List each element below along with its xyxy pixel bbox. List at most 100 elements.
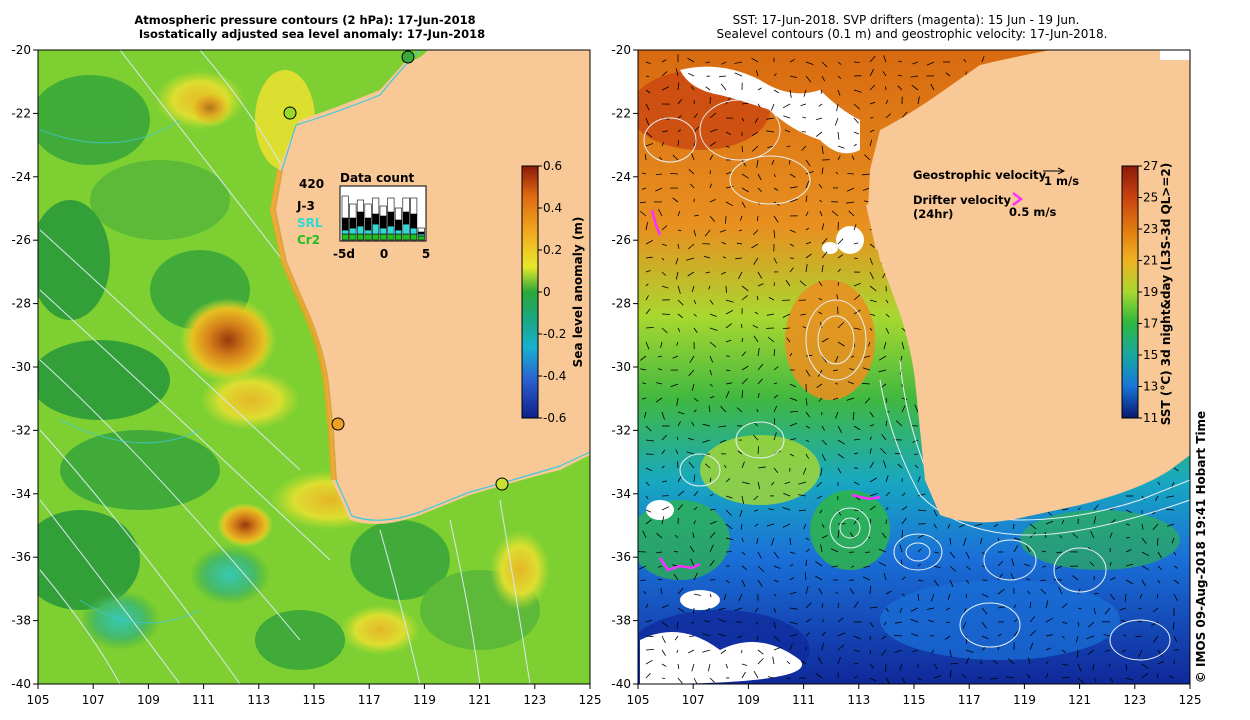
left-x-axis: 105 107 109 111 113 115 117 119 121 123 125 <box>27 684 601 707</box>
velocity-arrow <box>805 75 812 83</box>
velocity-arrow <box>1087 649 1095 656</box>
velocity-arrow <box>661 480 668 483</box>
velocity-arrow <box>849 368 855 371</box>
velocity-arrow <box>869 139 873 147</box>
velocity-arrow <box>737 450 743 455</box>
velocity-arrow <box>992 659 999 665</box>
velocity-arrow <box>677 663 680 669</box>
velocity-arrow <box>753 434 759 441</box>
velocity-arrow <box>693 126 700 133</box>
velocity-arrow <box>656 551 663 554</box>
velocity-arrow <box>757 466 766 469</box>
velocity-arrow <box>789 634 798 637</box>
velocity-arrow <box>821 75 826 82</box>
coast-band-left <box>269 169 337 481</box>
velocity-arrow <box>789 551 796 554</box>
inset-bar-segment <box>349 233 357 241</box>
velocity-arrow <box>805 180 810 189</box>
velocity-arrow <box>820 544 823 553</box>
velocity-arrow <box>878 369 887 373</box>
velocity-arrow <box>754 607 759 613</box>
velocity-arrow <box>693 327 698 333</box>
velocity-arrow <box>690 558 695 567</box>
velocity-arrow <box>645 619 653 623</box>
velocity-arrow <box>805 253 812 259</box>
velocity-arrow <box>869 477 878 483</box>
velocity-arrow <box>645 143 653 147</box>
velocity-arrow <box>1105 649 1111 652</box>
velocity-arrow <box>677 210 681 217</box>
drifter-velocity-label: Drifter velocity <box>913 193 1012 207</box>
velocity-arrow <box>643 591 647 595</box>
velocity-arrow <box>885 491 890 497</box>
velocity-arrow <box>1024 563 1031 567</box>
velocity-arrow <box>947 523 951 529</box>
sst-colorbar-tick-label: 23 <box>1143 222 1158 236</box>
right-ytick-label: -40 <box>611 677 631 691</box>
velocity-arrow <box>880 448 887 455</box>
inset-bar-segment <box>402 197 410 213</box>
left-ytick-label: -20 <box>11 43 31 57</box>
velocity-arrow <box>784 129 791 133</box>
velocity-arrow <box>965 635 968 644</box>
right-title-line1: SST: 17-Jun-2018. SVP drifters (magenta)… <box>733 13 1080 27</box>
velocity-arrow <box>789 267 794 273</box>
velocity-arrow <box>789 352 793 357</box>
velocity-arrow <box>928 619 935 623</box>
velocity-arrow <box>660 341 663 348</box>
velocity-arrow <box>865 551 871 553</box>
velocity-arrow <box>709 677 715 683</box>
velocity-arrow <box>805 632 810 637</box>
velocity-arrow <box>835 171 839 175</box>
inset-bar-segment <box>341 229 349 235</box>
velocity-arrow <box>773 394 779 399</box>
velocity-arrow <box>687 437 695 441</box>
velocity-arrow <box>741 663 748 666</box>
velocity-arrow <box>1173 579 1180 585</box>
velocity-arrow <box>818 311 823 315</box>
velocity-arrow <box>901 111 908 119</box>
velocity-arrow <box>949 579 954 587</box>
velocity-arrow <box>640 355 647 361</box>
velocity-arrow <box>725 145 730 148</box>
velocity-arrow <box>885 99 889 105</box>
velocity-arrow <box>821 523 825 528</box>
velocity-arrow <box>724 464 727 469</box>
left-xtick-label: 121 <box>468 693 491 707</box>
velocity-arrow <box>1138 649 1143 658</box>
velocity-arrow <box>917 563 921 567</box>
velocity-arrow <box>851 155 855 161</box>
velocity-arrow <box>1103 634 1111 637</box>
velocity-arrow <box>693 520 696 525</box>
velocity-arrow <box>821 61 828 68</box>
velocity-arrow <box>752 324 759 329</box>
velocity-arrow <box>901 677 906 684</box>
velocity-arrow <box>1125 549 1132 553</box>
velocity-arrow <box>770 103 775 111</box>
velocity-arrow <box>725 186 734 189</box>
velocity-arrow <box>837 75 842 79</box>
velocity-arrow <box>676 397 679 406</box>
velocity-arrow <box>1141 537 1147 544</box>
velocity-arrow <box>641 397 647 400</box>
inset-bar-segment <box>410 213 418 229</box>
velocity-arrow <box>645 89 651 94</box>
velocity-arrow <box>692 532 695 539</box>
velocity-arrow <box>645 117 650 126</box>
velocity-arrow <box>800 313 807 316</box>
left-ytick-label: -24 <box>11 170 31 184</box>
velocity-arrow <box>771 159 775 165</box>
velocity-arrow <box>1061 663 1069 666</box>
velocity-arrow <box>725 323 732 329</box>
velocity-arrow <box>645 673 651 679</box>
velocity-arrow <box>818 588 823 595</box>
velocity-arrow <box>835 411 839 419</box>
left-xtick-label: 105 <box>27 693 50 707</box>
velocity-arrow <box>853 143 857 147</box>
velocity-arrow <box>722 256 727 259</box>
velocity-arrow <box>917 677 922 681</box>
velocity-arrow <box>690 183 695 189</box>
velocity-arrow <box>831 210 839 217</box>
left-xtick-label: 111 <box>192 693 215 707</box>
velocity-arrow <box>869 257 873 265</box>
